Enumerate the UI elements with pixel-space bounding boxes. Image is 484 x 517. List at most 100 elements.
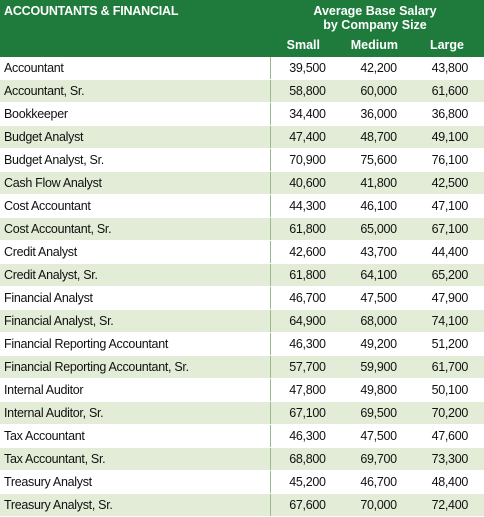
table-row: Cash Flow Analyst 40,600 41,800 42,500 — [0, 171, 484, 195]
table-row: Tax Accountant, Sr. 68,800 69,700 73,300 — [0, 447, 484, 471]
salary-cell: 49,200 — [341, 332, 413, 356]
table-row: Financial Reporting Accountant 46,300 49,2… — [0, 332, 484, 356]
group-heading: Average Base Salary by Company Size — [280, 4, 470, 32]
salary-cell: 67,100 — [412, 217, 484, 241]
job-title-cell: Treasury Analyst, Sr. — [0, 493, 271, 517]
job-title-cell: Cost Accountant — [0, 194, 271, 218]
table-row: Treasury Analyst, Sr. 67,600 70,000 72,400 — [0, 493, 484, 517]
table-row: Budget Analyst, Sr. 70,900 75,600 76,100 — [0, 148, 484, 172]
job-title-cell: Cash Flow Analyst — [0, 171, 271, 195]
salary-cell: 41,800 — [341, 171, 413, 195]
salary-cell: 46,300 — [270, 332, 342, 356]
salary-cell: 39,500 — [270, 57, 342, 80]
salary-cell: 69,500 — [341, 401, 413, 425]
job-title-cell: Financial Reporting Accountant, Sr. — [0, 355, 271, 379]
salary-cell: 43,800 — [412, 57, 484, 80]
table-title: ACCOUNTANTS & FINANCIAL — [4, 4, 179, 18]
table-row: Internal Auditor 47,800 49,800 50,100 — [0, 378, 484, 402]
salary-cell: 48,700 — [341, 125, 413, 149]
salary-cell: 70,200 — [412, 401, 484, 425]
salary-cell: 45,200 — [270, 470, 342, 494]
salary-cell: 46,100 — [341, 194, 413, 218]
salary-cell: 70,000 — [341, 493, 413, 517]
salary-cell: 47,500 — [341, 286, 413, 310]
salary-cell: 47,600 — [412, 424, 484, 448]
salary-cell: 49,800 — [341, 378, 413, 402]
salary-cell: 34,400 — [270, 102, 342, 126]
salary-cell: 76,100 — [412, 148, 484, 172]
salary-cell: 51,200 — [412, 332, 484, 356]
job-title-cell: Tax Accountant, Sr. — [0, 447, 271, 471]
column-heading: Large — [429, 38, 464, 52]
salary-cell: 74,100 — [412, 309, 484, 333]
salary-cell: 67,100 — [270, 401, 342, 425]
salary-cell: 65,000 — [341, 217, 413, 241]
job-title-cell: Tax Accountant — [0, 424, 271, 448]
salary-cell: 69,700 — [341, 447, 413, 471]
job-title-cell: Credit Analyst, Sr. — [0, 263, 271, 287]
salary-cell: 57,700 — [270, 355, 342, 379]
salary-cell: 47,900 — [412, 286, 484, 310]
salary-cell: 68,000 — [341, 309, 413, 333]
column-heading: Medium — [350, 38, 398, 52]
salary-cell: 44,300 — [270, 194, 342, 218]
salary-cell: 42,200 — [341, 57, 413, 80]
table-row: Internal Auditor, Sr. 67,100 69,500 70,200 — [0, 401, 484, 425]
table-row: Accountant, Sr. 58,800 60,000 61,600 — [0, 79, 484, 103]
salary-cell: 47,400 — [270, 125, 342, 149]
column-heading: Small — [286, 38, 320, 52]
salary-cell: 72,400 — [412, 493, 484, 517]
salary-cell: 46,700 — [270, 286, 342, 310]
salary-cell: 42,600 — [270, 240, 342, 264]
table-row: Financial Analyst, Sr. 64,900 68,000 74,100 — [0, 309, 484, 333]
job-title-cell: Financial Reporting Accountant — [0, 332, 271, 356]
table-row: Financial Analyst 46,700 47,500 47,900 — [0, 286, 484, 310]
salary-cell: 50,100 — [412, 378, 484, 402]
salary-cell: 65,200 — [412, 263, 484, 287]
salary-cell: 64,900 — [270, 309, 342, 333]
table-row: Budget Analyst 47,400 48,700 49,100 — [0, 125, 484, 149]
salary-cell: 43,700 — [341, 240, 413, 264]
salary-cell: 44,400 — [412, 240, 484, 264]
table-row: Accountant 39,500 42,200 43,800 — [0, 57, 484, 80]
table-row: Cost Accountant, Sr. 61,800 65,000 67,100 — [0, 217, 484, 241]
job-title-cell: Budget Analyst — [0, 125, 271, 149]
job-title-cell: Internal Auditor — [0, 378, 271, 402]
salary-cell: 49,100 — [412, 125, 484, 149]
group-heading-line: Average Base Salary — [313, 4, 437, 18]
group-heading-line: by Company Size — [323, 18, 427, 32]
salary-cell: 61,800 — [270, 263, 342, 287]
salary-cell: 36,000 — [341, 102, 413, 126]
table-row: Bookkeeper 34,400 36,000 36,800 — [0, 102, 484, 126]
salary-cell: 70,900 — [270, 148, 342, 172]
table-row: Credit Analyst, Sr. 61,800 64,100 65,200 — [0, 263, 484, 287]
job-title-cell: Accountant, Sr. — [0, 79, 271, 103]
table-row: Treasury Analyst 45,200 46,700 48,400 — [0, 470, 484, 494]
salary-table: Accountant 39,500 42,200 43,800 Accountant, … — [0, 57, 484, 517]
salary-cell: 61,600 — [412, 79, 484, 103]
salary-cell: 40,600 — [270, 171, 342, 195]
salary-cell: 46,700 — [341, 470, 413, 494]
salary-cell: 67,600 — [270, 493, 342, 517]
salary-cell: 48,400 — [412, 470, 484, 494]
table-row: Credit Analyst 42,600 43,700 44,400 — [0, 240, 484, 264]
salary-cell: 75,600 — [341, 148, 413, 172]
job-title-cell: Credit Analyst — [0, 240, 271, 264]
job-title-cell: Bookkeeper — [0, 102, 271, 126]
salary-cell: 47,500 — [341, 424, 413, 448]
salary-cell: 58,800 — [270, 79, 342, 103]
job-title-cell: Budget Analyst, Sr. — [0, 148, 271, 172]
salary-cell: 47,800 — [270, 378, 342, 402]
salary-cell: 61,700 — [412, 355, 484, 379]
salary-cell: 61,800 — [270, 217, 342, 241]
salary-cell: 46,300 — [270, 424, 342, 448]
job-title-cell: Cost Accountant, Sr. — [0, 217, 271, 241]
job-title-cell: Financial Analyst, Sr. — [0, 309, 271, 333]
salary-cell: 68,800 — [270, 447, 342, 471]
table-row: Cost Accountant 44,300 46,100 47,100 — [0, 194, 484, 218]
job-title-cell: Financial Analyst — [0, 286, 271, 310]
job-title-cell: Treasury Analyst — [0, 470, 271, 494]
salary-cell: 60,000 — [341, 79, 413, 103]
table-row: Financial Reporting Accountant, Sr. 57,70… — [0, 355, 484, 379]
